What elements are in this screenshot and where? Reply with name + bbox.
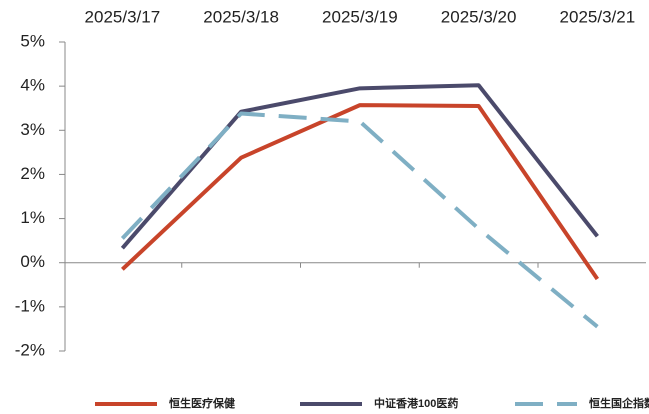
y-tick-label: 5%	[20, 31, 45, 50]
x-tick-label: 2025/3/19	[322, 7, 398, 26]
legend-label: 恒生国企指数	[589, 396, 649, 410]
y-tick-label: -1%	[15, 296, 45, 315]
y-tick-label: 2%	[20, 164, 45, 183]
x-tick-label: 2025/3/17	[85, 7, 161, 26]
x-tick-label: 2025/3/18	[203, 7, 279, 26]
series-line	[120, 83, 599, 250]
y-tick-label: 3%	[20, 120, 45, 139]
legend-label: 恒生医疗保健	[169, 396, 236, 410]
y-tick-label: -2%	[15, 340, 45, 359]
y-tick-label: 4%	[20, 76, 45, 95]
legend-label: 中证香港100医药	[374, 396, 458, 410]
y-tick-label: 0%	[20, 252, 45, 271]
x-tick-label: 2025/3/21	[560, 7, 636, 26]
y-tick-label: 1%	[20, 208, 45, 227]
x-tick-label: 2025/3/20	[441, 7, 517, 26]
series-line	[121, 103, 600, 281]
